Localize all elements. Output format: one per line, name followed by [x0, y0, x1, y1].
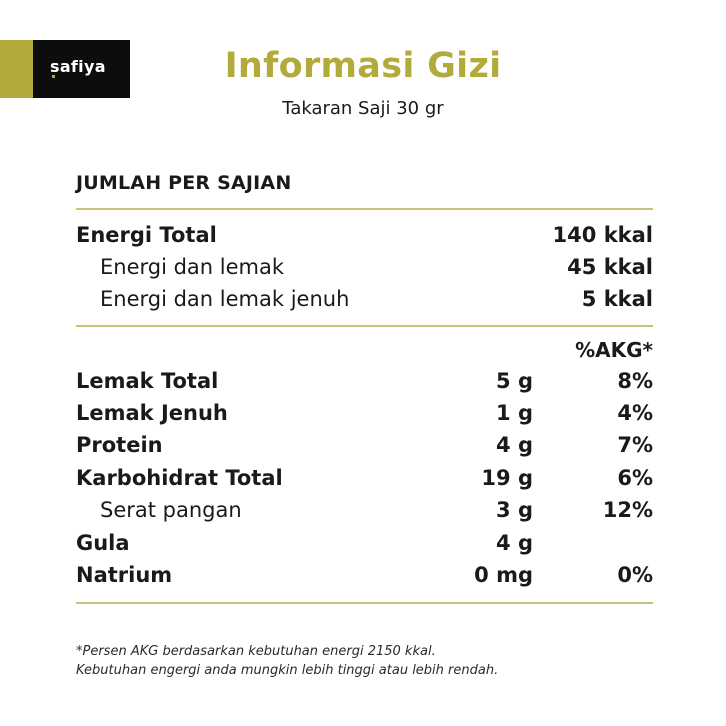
energy-row: Energi Total 140 kkal: [76, 223, 653, 253]
nutrient-label: Lemak Jenuh: [76, 401, 228, 425]
footnote-line: *Persen AKG berdasarkan kebutuhan energi…: [76, 644, 436, 659]
nutrient-label: Gula: [76, 531, 130, 555]
nutrient-label: Protein: [76, 433, 163, 457]
energy-value: 45 kkal: [567, 255, 653, 279]
serving-size: Takaran Saji 30 gr: [282, 98, 444, 119]
nutrient-akg: 4%: [617, 401, 653, 425]
divider: [76, 602, 653, 604]
energy-label: Energi dan lemak: [100, 255, 285, 279]
nutrient-amount: 4 g: [496, 433, 533, 457]
nutrient-row: Karbohidrat Total 19 g 6%: [76, 466, 653, 496]
energy-value: 5 kkal: [581, 287, 653, 311]
energy-row: Energi dan lemak jenuh 5 kkal: [76, 287, 653, 317]
footnote-line: Kebutuhan engergi anda mungkin lebih tin…: [76, 663, 499, 678]
nutrient-row: Lemak Jenuh 1 g 4%: [76, 401, 653, 431]
logo-accent-bar: [0, 40, 33, 98]
brand-logo: safiya: [0, 40, 130, 98]
nutrient-row: Natrium 0 mg 0%: [76, 563, 653, 593]
nutrient-akg: 7%: [617, 433, 653, 457]
section-title: JUMLAH PER SAJIAN: [76, 172, 292, 194]
energy-value: 140 kkal: [552, 223, 653, 247]
nutrient-akg: 8%: [617, 369, 653, 393]
nutrient-label: Serat pangan: [100, 498, 242, 522]
nutrient-row: Lemak Total 5 g 8%: [76, 369, 653, 399]
footnote: *Persen AKG berdasarkan kebutuhan energi…: [76, 642, 498, 680]
nutrient-amount: 5 g: [496, 369, 533, 393]
divider: [76, 208, 653, 210]
nutrient-row: Gula 4 g: [76, 531, 653, 561]
nutrient-amount: 4 g: [496, 531, 533, 555]
nutrient-amount: 19 g: [481, 466, 533, 490]
nutrient-label: Karbohidrat Total: [76, 466, 283, 490]
akg-column-header: %AKG*: [575, 338, 653, 362]
nutrient-amount: 3 g: [496, 498, 533, 522]
brand-name: safiya: [50, 57, 106, 76]
nutrient-amount: 0 mg: [474, 563, 533, 587]
energy-label: Energi dan lemak jenuh: [100, 287, 350, 311]
logo-dot: [52, 75, 55, 78]
nutrient-amount: 1 g: [496, 401, 533, 425]
nutrient-akg: 12%: [602, 498, 653, 522]
nutrient-row: Serat pangan 3 g 12%: [76, 498, 653, 528]
nutrient-label: Lemak Total: [76, 369, 219, 393]
energy-label: Energi Total: [76, 223, 217, 247]
nutrient-akg: 0%: [617, 563, 653, 587]
nutrient-row: Protein 4 g 7%: [76, 433, 653, 463]
nutrient-label: Natrium: [76, 563, 173, 587]
divider: [76, 325, 653, 327]
energy-row: Energi dan lemak 45 kkal: [76, 255, 653, 285]
page-title: Informasi Gizi: [224, 46, 502, 86]
nutrient-akg: 6%: [617, 466, 653, 490]
